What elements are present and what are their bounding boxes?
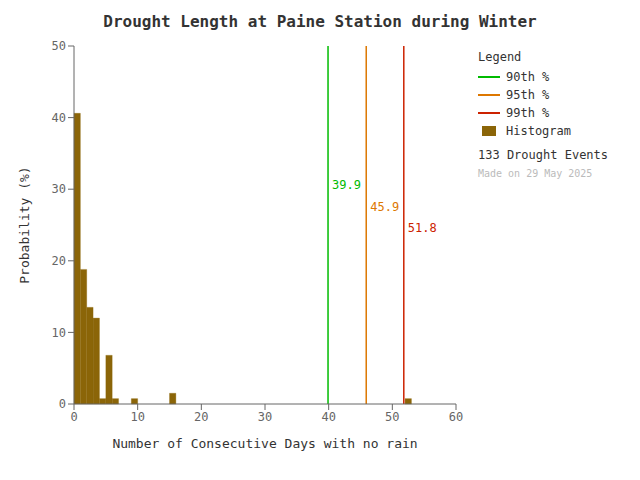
svg-text:45.9: 45.9 xyxy=(370,200,399,214)
svg-text:10: 10 xyxy=(52,326,66,340)
html-text:90th %: 90th % xyxy=(506,70,550,84)
svg-text:50: 50 xyxy=(52,39,66,53)
svg-text:30: 30 xyxy=(52,182,66,196)
html-text:Drought Length at Paine Statio: Drought Length at Paine Station during W… xyxy=(103,12,537,31)
svg-text:0: 0 xyxy=(59,397,66,411)
html-text:Legend: Legend xyxy=(478,50,522,64)
svg-text:30: 30 xyxy=(258,410,272,424)
svg-text:Probability (%): Probability (%) xyxy=(17,166,32,283)
svg-text:20: 20 xyxy=(194,410,208,424)
html-text:Histogram: Histogram xyxy=(506,124,571,138)
svg-text:Number of Consecutive Days wit: Number of Consecutive Days with no rain xyxy=(112,436,417,451)
svg-text:40: 40 xyxy=(52,111,66,125)
svg-text:40: 40 xyxy=(321,410,335,424)
svg-text:51.8: 51.8 xyxy=(408,221,437,235)
html-text:95th %: 95th % xyxy=(506,88,550,102)
svg-text:50: 50 xyxy=(385,410,399,424)
svg-text:60: 60 xyxy=(449,410,463,424)
svg-text:39.9: 39.9 xyxy=(332,178,361,192)
html-text:133 Drought Events: 133 Drought Events xyxy=(478,148,608,162)
svg-text:20: 20 xyxy=(52,254,66,268)
svg-text:10: 10 xyxy=(130,410,144,424)
html-text:Made on 29 May 2025: Made on 29 May 2025 xyxy=(478,168,593,179)
html-text:99th %: 99th % xyxy=(506,106,550,120)
svg-text:0: 0 xyxy=(70,410,77,424)
